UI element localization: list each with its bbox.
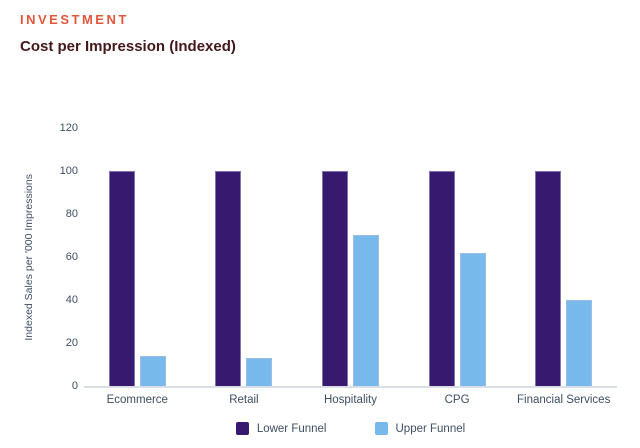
y-tick-label: 120: [59, 122, 78, 134]
y-tick-label: 80: [65, 208, 78, 220]
legend-item-lower-funnel: Lower Funnel: [235, 422, 327, 435]
plot-area: [84, 128, 617, 388]
x-axis-baseline: [84, 386, 617, 388]
legend-swatch-lower-funnel: [235, 422, 249, 435]
legend-label-lower-funnel: Lower Funnel: [256, 422, 327, 435]
y-tick-label: 60: [65, 251, 78, 263]
chart-legend: Lower Funnel Upper Funnel: [84, 422, 617, 435]
bar-group-retail: [215, 171, 273, 386]
bar-upper-funnel-cpg: [459, 253, 486, 386]
bar-lower-funnel-hospitality: [321, 171, 348, 386]
x-axis-labels: Ecommerce Retail Hospitality CPG Financial S…: [84, 394, 617, 406]
y-tick-label: 100: [59, 165, 78, 177]
bar-group-cpg: [428, 171, 486, 386]
x-category-label-financial-services: Financial Services: [517, 394, 611, 406]
bar-upper-funnel-retail: [246, 358, 273, 386]
bar-lower-funnel-financial-services: [535, 171, 562, 386]
x-category-label-ecommerce: Ecommerce: [106, 394, 168, 406]
y-axis-label: Indexed Sales per '000 Impressions: [23, 173, 35, 341]
bar-lower-funnel-cpg: [428, 171, 455, 386]
y-tick-labels: 0 20 40 60 80 100 120: [44, 122, 78, 392]
bar-upper-funnel-ecommerce: [139, 356, 166, 386]
y-tick-label: 0: [71, 380, 78, 392]
bar-lower-funnel-retail: [215, 171, 242, 386]
legend-label-upper-funnel: Upper Funnel: [395, 422, 466, 435]
bar-group-financial-services: [535, 171, 593, 386]
legend-item-upper-funnel: Upper Funnel: [374, 422, 466, 435]
legend-swatch-upper-funnel: [374, 422, 388, 435]
y-tick-label: 20: [65, 337, 78, 349]
bar-upper-funnel-financial-services: [566, 300, 593, 386]
bar-upper-funnel-hospitality: [352, 235, 379, 386]
x-category-label-hospitality: Hospitality: [323, 394, 378, 406]
chart-title: Cost per Impression (Indexed): [20, 38, 236, 55]
x-category-label-cpg: CPG: [444, 394, 470, 406]
bar-group-ecommerce: [108, 171, 166, 386]
y-axis: Indexed Sales per '000 Impressions: [20, 128, 38, 386]
bar-groups: [84, 128, 617, 386]
section-eyebrow: INVESTMENT: [20, 12, 129, 27]
bar-lower-funnel-ecommerce: [108, 171, 135, 386]
x-category-label-retail: Retail: [229, 394, 259, 406]
bar-group-hospitality: [321, 171, 379, 386]
y-tick-label: 40: [65, 294, 78, 306]
